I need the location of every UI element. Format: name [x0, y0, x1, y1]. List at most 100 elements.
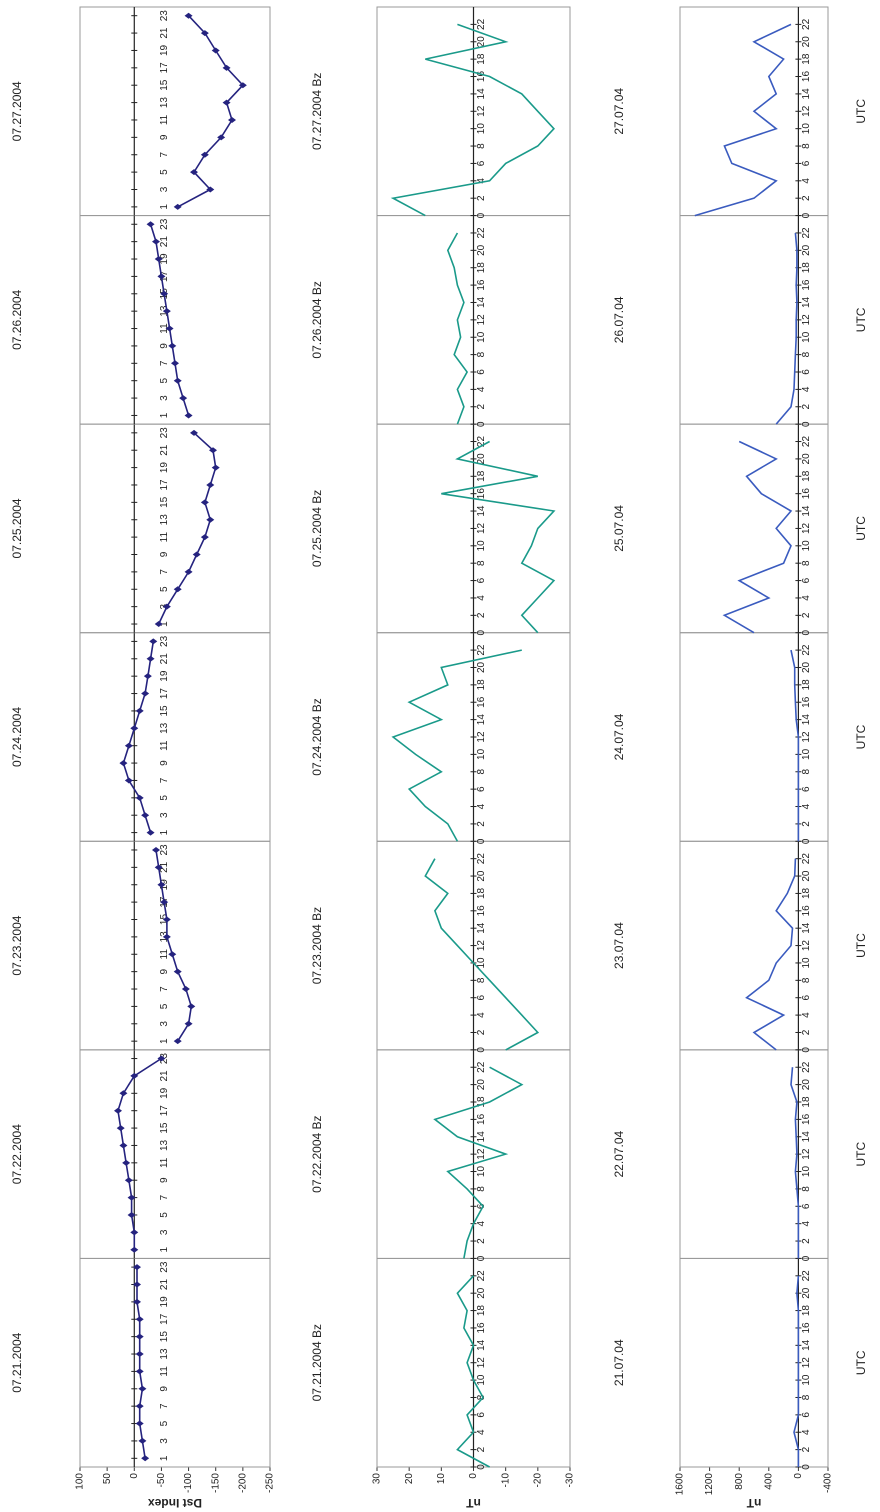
data-marker	[127, 1211, 136, 1218]
data-marker	[200, 30, 209, 37]
data-marker	[141, 690, 150, 697]
x-tick-label: 14	[801, 922, 812, 934]
x-tick-label: 20	[801, 244, 812, 256]
y-tick-label: -400	[823, 1473, 834, 1493]
data-line	[122, 641, 155, 833]
data-marker	[124, 1177, 133, 1184]
x-tick-label: 11	[159, 323, 170, 334]
x-tick-label: 19	[159, 253, 170, 265]
x-tick-label: 10	[476, 540, 487, 552]
x-tick-label: 18	[801, 679, 812, 691]
x-tick-label: 22	[801, 853, 812, 865]
x-tick-label: 14	[801, 1339, 812, 1351]
x-tick-label: 2	[801, 404, 812, 410]
data-marker	[238, 82, 247, 89]
data-marker	[200, 499, 209, 506]
panel-frame	[679, 6, 829, 217]
data-marker	[152, 238, 160, 245]
x-tick-label: 22	[476, 853, 487, 865]
x-tick-label: 8	[801, 560, 812, 566]
y-tick-label: 30	[372, 1473, 383, 1485]
x-tick-label: 19	[159, 670, 170, 682]
x-tick-label: 22	[476, 436, 487, 448]
x-tick-label: 2	[476, 1029, 487, 1035]
panel-title: 07.22.2004	[10, 1124, 24, 1184]
x-tick-label: 5	[159, 1003, 170, 1009]
panel-title: 07.25.2004	[10, 498, 24, 558]
x-tick-label: 7	[159, 360, 170, 366]
x-tick-label: 0	[801, 212, 812, 218]
data-marker	[135, 707, 144, 714]
x-tick-label: 6	[801, 786, 812, 792]
data-marker	[152, 846, 160, 853]
x-tick-label: 9	[159, 343, 170, 349]
x-tick-label: 18	[801, 53, 812, 65]
data-marker	[146, 655, 155, 662]
x-tick-label: 1	[159, 1038, 170, 1044]
x-tick-label: 18	[801, 887, 812, 899]
y-tick-label: 0	[129, 1473, 140, 1479]
x-tick-label: 0	[801, 1047, 812, 1053]
x-tick-label: 18	[801, 1305, 812, 1317]
data-line	[775, 232, 798, 425]
x-tick-label: 2	[476, 1446, 487, 1452]
x-tick-label: 8	[801, 351, 812, 357]
panel-title: 07.24.2004 Bz	[310, 698, 324, 775]
x-tick-label: 11	[159, 1366, 170, 1377]
data-marker	[160, 899, 169, 906]
panel-title: 25.07.04	[612, 505, 626, 552]
x-tick-label: 10	[801, 540, 812, 552]
y-tick-label: -150	[210, 1473, 221, 1493]
data-marker	[135, 1316, 144, 1323]
x-tick-label: 14	[476, 1131, 487, 1143]
data-line	[390, 23, 555, 217]
x-tick-label: 15	[159, 1122, 170, 1134]
data-marker	[173, 968, 182, 975]
x-tick-label: 12	[476, 1148, 487, 1160]
x-axis-label: UTC	[854, 1141, 868, 1166]
x-tick-label: 7	[159, 569, 170, 575]
x-tick-label: 10	[476, 748, 487, 760]
x-tick-label: 0	[801, 629, 812, 635]
x-tick-label: 14	[476, 714, 487, 726]
panel-title: 23.07.04	[612, 922, 626, 969]
x-tick-label: 0	[801, 1255, 812, 1261]
x-tick-label: 13	[159, 514, 170, 526]
data-marker	[184, 568, 193, 575]
data-line	[149, 224, 190, 416]
x-tick-label: 12	[476, 731, 487, 743]
y-tick-label: -10	[500, 1473, 511, 1488]
data-marker	[173, 203, 182, 210]
data-line	[433, 1066, 524, 1259]
data-marker	[160, 290, 169, 297]
x-tick-label: 16	[801, 488, 812, 500]
data-marker	[124, 742, 133, 749]
x-tick-label: 18	[476, 887, 487, 899]
panel-title: 07.23.2004	[10, 915, 24, 975]
x-tick-label: 12	[476, 314, 487, 326]
y-tick-label: 20	[404, 1473, 415, 1485]
x-tick-label: 2	[476, 195, 487, 201]
data-line	[790, 1067, 800, 1259]
x-tick-label: 20	[476, 1287, 487, 1299]
x-tick-label: 23	[159, 218, 170, 230]
x-tick-label: 22	[801, 1061, 812, 1073]
x-tick-label: 10	[801, 957, 812, 969]
data-marker	[190, 429, 198, 436]
x-tick-label: 5	[159, 1420, 170, 1426]
data-marker	[168, 951, 177, 958]
y-tick-label: -100	[183, 1473, 194, 1493]
data-marker	[211, 464, 220, 471]
x-tick-label: 6	[476, 1412, 487, 1418]
x-tick-label: 15	[159, 79, 170, 91]
x-tick-label: 8	[476, 1186, 487, 1192]
x-tick-label: 8	[476, 769, 487, 775]
data-line	[456, 1275, 490, 1468]
y-tick-label: -200	[237, 1473, 248, 1493]
x-tick-label: 0	[476, 838, 487, 844]
x-tick-label: 3	[159, 1229, 170, 1235]
x-tick-label: 1	[159, 204, 170, 210]
x-tick-label: 10	[801, 748, 812, 760]
x-tick-label: 21	[159, 236, 170, 248]
data-marker	[135, 1351, 144, 1358]
